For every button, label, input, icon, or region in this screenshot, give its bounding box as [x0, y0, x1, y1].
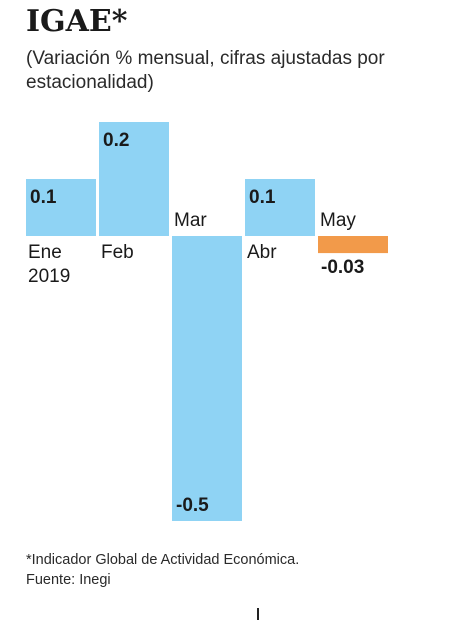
data-label-2: 0.2	[103, 130, 129, 151]
footnote: *Indicador Global de Actividad Económica…	[26, 550, 299, 590]
page-tick-mark	[257, 608, 259, 620]
chart-title: IGAE*	[26, 4, 128, 39]
category-label-2: Feb	[101, 242, 134, 263]
category-label-3: Mar	[174, 210, 207, 231]
bar-3	[172, 236, 242, 521]
data-label-5: -0.03	[321, 257, 364, 278]
category-label-1: Ene 2019	[28, 242, 70, 287]
category-label-5: May	[320, 210, 356, 231]
data-label-4: 0.1	[249, 187, 276, 208]
data-label-1: 0.1	[30, 187, 57, 208]
chart-subtitle: (Variación % mensual, cifras ajustadas p…	[26, 48, 385, 93]
bar-2	[99, 122, 169, 236]
footnote-definition: *Indicador Global de Actividad Económica…	[26, 552, 300, 568]
bar-chart: 0.1 Ene 2019 0.2 Feb -0.5 Mar 0.1 Abr -0.03 May	[26, 122, 388, 521]
bar-1	[26, 179, 96, 236]
bar-5	[318, 236, 388, 254]
category-label-4: Abr	[247, 242, 277, 263]
data-label-3: -0.5	[176, 495, 209, 516]
footnote-source: Fuente: Inegi	[26, 572, 111, 588]
bar-4	[245, 179, 315, 236]
